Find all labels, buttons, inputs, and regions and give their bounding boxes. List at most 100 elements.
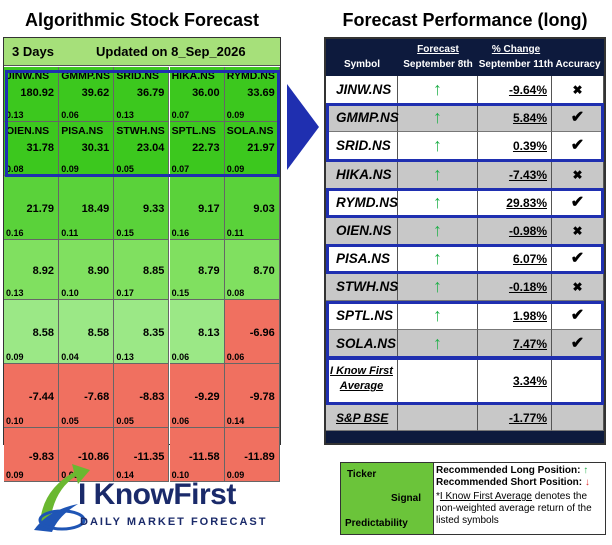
legend-short: Recommended Short Position: ↓ (436, 477, 604, 489)
cell-signal: -10.86 (77, 451, 110, 463)
table-row: RYMD.NS ↑ 29.83% ✔ (326, 188, 604, 217)
updated-label: Updated on 8_Sep_2026 (96, 44, 246, 59)
grid-cell: 8.13 0.06 (169, 300, 225, 364)
cell-predictability: 0.05 (61, 416, 79, 426)
row-symbol: STWH.NS (326, 273, 398, 302)
grid-cell: 8.85 0.17 (114, 240, 170, 300)
correct-highlight (326, 244, 604, 275)
grid-cell: 9.17 0.16 (169, 176, 225, 240)
grid-cell: 8.92 0.13 (4, 240, 59, 300)
cell-predictability: 0.04 (61, 352, 79, 362)
cross-icon: ✖ (552, 273, 604, 302)
benchmark-empty (398, 405, 478, 431)
grid-cell: GMMP.NS 39.62 0.06 (59, 67, 115, 122)
grid-cell: -9.29 0.06 (169, 364, 225, 428)
cell-predictability: 0.08 (6, 164, 24, 174)
cell-signal: 30.31 (81, 142, 110, 154)
table-row: JINW.NS ↑ -9.64% ✖ (326, 76, 604, 104)
grid-cell: 8.70 0.08 (224, 240, 280, 300)
right-title: Forecast Performance (long) (342, 10, 588, 30)
cell-predictability: 0.09 (226, 164, 245, 174)
cell-signal: 8.85 (142, 265, 165, 277)
cell-signal: 18.49 (81, 203, 110, 215)
cell-predictability: 0.13 (116, 352, 134, 362)
row-change: -7.43% (478, 160, 552, 189)
legend-text: Recommended Long Position: ↑ Recommended… (436, 465, 604, 527)
up-arrow-icon: ↑ (398, 104, 478, 133)
cell-predictability: 0.14 (116, 470, 134, 480)
cell-predictability: 0.11 (61, 228, 79, 238)
cell-signal: 21.79 (26, 203, 54, 215)
cell-signal: 8.58 (32, 327, 54, 339)
cell-ticker: SRID.NS (116, 70, 159, 82)
cell-predictability: 0.10 (171, 470, 190, 480)
cell-signal: -9.78 (249, 391, 275, 403)
table-row: STWH.NS ↑ -0.18% ✖ (326, 273, 604, 302)
cell-predictability: 0.13 (116, 110, 134, 120)
logo-swoosh-icon (34, 464, 90, 532)
col-change-label: % Change (491, 44, 541, 55)
cell-ticker: SPTL.NS (171, 125, 216, 137)
forecast-grid: 3 Days Updated on 8_Sep_2026 JINW.NS 180.… (3, 37, 281, 482)
cell-signal: -11.35 (133, 451, 165, 463)
grid-cell: -11.89 0.09 (224, 428, 280, 482)
grid-cell: -9.83 0.09 (4, 428, 59, 482)
cross-icon: ✖ (552, 160, 604, 189)
cell-signal: 21.97 (247, 142, 275, 154)
grid-cell: PISA.NS 30.31 0.09 (59, 122, 115, 176)
col-symbol: Symbol (343, 59, 381, 70)
cell-signal: 23.04 (136, 142, 165, 154)
row-change: -9.64% (478, 76, 552, 104)
cell-signal: -6.96 (249, 327, 275, 339)
cell-signal: 22.73 (192, 142, 220, 154)
cell-ticker: SOLA.NS (226, 125, 274, 137)
up-arrow-icon: ↑ (398, 273, 478, 302)
col-forecast: Forecast (398, 44, 478, 55)
legend-long-label: Recommended Long Position: (436, 465, 581, 476)
table-row: PISA.NS ↑ 6.07% ✔ (326, 245, 604, 274)
cell-predictability: 0.13 (6, 288, 24, 298)
arrow-right-icon (287, 84, 319, 170)
legend-predictability: Predictability (345, 518, 408, 529)
cross-icon: ✖ (552, 217, 604, 245)
grid-cell: -11.35 0.14 (114, 428, 170, 482)
benchmark-acc-empty (552, 405, 604, 431)
grid-cell: -8.83 0.05 (114, 364, 170, 428)
cell-predictability: 0.13 (6, 110, 24, 120)
row-symbol: SPTL.NS (326, 301, 398, 330)
cell-signal: -7.44 (28, 391, 54, 403)
grid-cell: 8.58 0.04 (59, 300, 115, 364)
up-arrow-icon: ↑ (398, 160, 478, 189)
legend-cell: Ticker Signal Predictability (341, 463, 434, 534)
cell-predictability: 0.05 (116, 164, 134, 174)
average-highlight (326, 357, 604, 405)
row-change: 5.84% (478, 104, 552, 133)
cell-predictability: 0.11 (226, 228, 244, 238)
cell-predictability: 0.07 (171, 164, 190, 174)
col-forecast-date: September 8th (403, 59, 473, 70)
legend-short-label: Recommended Short Position: (436, 477, 583, 488)
correct-highlight (326, 187, 604, 218)
cell-signal: 8.70 (253, 265, 275, 277)
grid-cell: -7.44 0.10 (4, 364, 59, 428)
cell-signal: 8.35 (142, 327, 165, 339)
grid-cell: 21.79 0.16 (4, 176, 59, 240)
cell-predictability: 0.15 (171, 288, 190, 298)
row-change: -0.98% (478, 217, 552, 245)
cell-predictability: 0.14 (226, 416, 245, 426)
cell-signal: -11.58 (189, 451, 220, 463)
grid-cell: -9.78 0.14 (224, 364, 280, 428)
grid-cell: -6.96 0.06 (224, 300, 280, 364)
cell-signal: 31.78 (26, 142, 54, 154)
cell-signal: -11.89 (244, 451, 275, 463)
grid-cell: 8.35 0.13 (114, 300, 170, 364)
correct-highlight (326, 103, 604, 162)
grid-cell: 8.58 0.09 (4, 300, 59, 364)
cell-predictability: 0.16 (171, 228, 190, 238)
cell-ticker: RYMD.NS (226, 70, 275, 82)
cell-predictability: 0.05 (116, 416, 134, 426)
cell-signal: -9.83 (28, 451, 54, 463)
cell-predictability: 0.09 (226, 110, 245, 120)
cross-icon: ✖ (552, 76, 604, 104)
row-symbol: JINW.NS (326, 76, 398, 104)
